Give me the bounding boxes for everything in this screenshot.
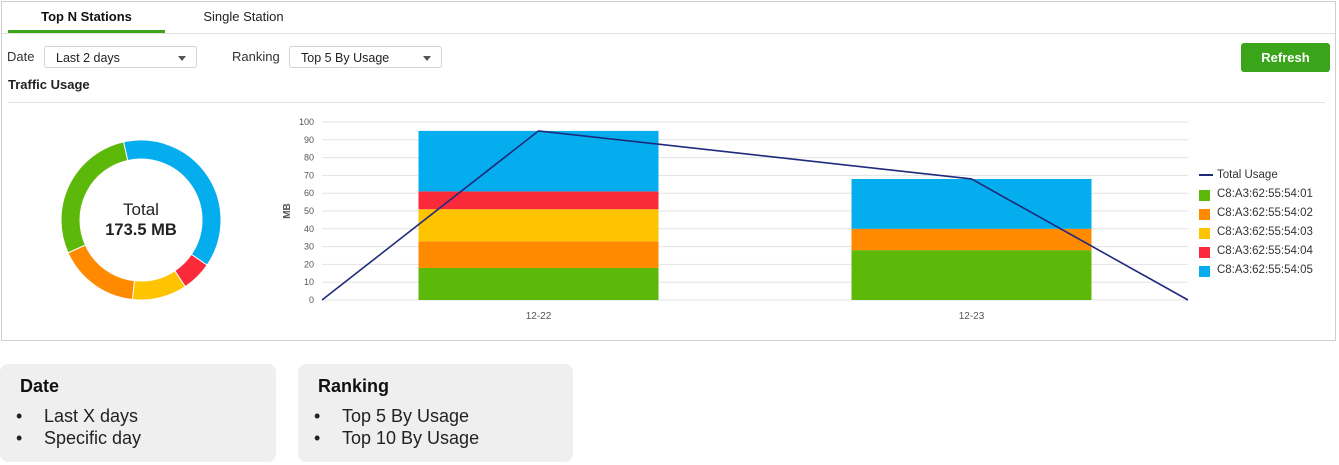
y-tick-label: 80: [304, 153, 314, 163]
bar-segment: [851, 178, 1092, 229]
legend-label: C8:A3:62:55:54:05: [1217, 264, 1313, 276]
y-tick-label: 20: [304, 259, 314, 269]
date-card-item: Specific day: [16, 427, 260, 449]
legend-label: C8:A3:62:55:54:01: [1217, 188, 1313, 200]
legend-marker: [1199, 190, 1210, 201]
bar-segment: [418, 267, 659, 300]
traffic-panel: Top N Stations Single Station Date Last …: [1, 1, 1336, 341]
legend-item[interactable]: C8:A3:62:55:54:04: [1199, 242, 1313, 261]
bar-segment: [851, 250, 1092, 300]
y-axis-label: MB: [282, 203, 293, 219]
y-tick-label: 0: [309, 295, 314, 305]
tab-single-station[interactable]: Single Station: [203, 9, 284, 24]
bar-segment: [418, 241, 659, 268]
legend-item[interactable]: C8:A3:62:55:54:03: [1199, 223, 1313, 242]
date-card-title: Date: [20, 376, 60, 396]
chevron-down-icon: [423, 56, 431, 61]
section-divider: [8, 102, 1325, 103]
y-tick-label: 10: [304, 277, 314, 287]
ranking-card-title: Ranking: [318, 376, 390, 396]
donut-total-label: Total: [123, 200, 159, 219]
legend-label: C8:A3:62:55:54:04: [1217, 245, 1313, 257]
chart-legend: Total Usage C8:A3:62:55:54:01 C8:A3:62:55:…: [1199, 166, 1313, 280]
legend-marker: [1199, 266, 1210, 277]
date-select-value: Last 2 days: [56, 51, 120, 65]
y-tick-label: 30: [304, 242, 314, 252]
legend-label: Total Usage: [1217, 169, 1278, 181]
legend-marker: [1199, 228, 1210, 239]
legend-label: C8:A3:62:55:54:02: [1217, 207, 1313, 219]
bar-segment: [418, 209, 659, 242]
ranking-card-item: Top 10 By Usage: [314, 427, 557, 449]
date-card-item: Last X days: [16, 405, 260, 427]
ranking-select-value: Top 5 By Usage: [301, 51, 390, 65]
x-tick-label: 12-23: [959, 311, 985, 322]
y-tick-label: 40: [304, 224, 314, 234]
bar-segment: [418, 191, 659, 210]
legend-marker: [1199, 174, 1213, 176]
legend-item[interactable]: Total Usage: [1199, 166, 1313, 185]
ranking-info-card: Ranking Top 5 By Usage Top 10 By Usage: [298, 364, 573, 462]
y-tick-label: 60: [304, 188, 314, 198]
legend-marker: [1199, 209, 1210, 220]
x-tick-label: 12-22: [526, 311, 552, 322]
total-usage-line: [321, 130, 1189, 301]
y-tick-label: 50: [304, 206, 314, 216]
chevron-down-icon: [178, 56, 186, 61]
usage-bar-chart: 0 10 20 30 40 50 60 70 80 90 100 MB 12-22 12-23: [282, 117, 1189, 322]
donut-slice: [131, 270, 186, 301]
donut-total-value: 173.5 MB: [105, 221, 177, 239]
date-label: Date: [7, 49, 35, 64]
ranking-card-item: Top 5 By Usage: [314, 405, 557, 427]
bar-segment: [418, 130, 659, 192]
y-tick-label: 70: [304, 170, 314, 180]
bar-segment: [851, 228, 1092, 251]
donut-slice: [67, 244, 135, 301]
refresh-button[interactable]: Refresh: [1241, 43, 1330, 72]
tab-top-n-stations[interactable]: Top N Stations: [8, 2, 165, 33]
ranking-select[interactable]: Top 5 By Usage: [289, 46, 442, 68]
legend-marker: [1199, 247, 1210, 258]
donut-chart: [60, 139, 222, 301]
tab-divider: [2, 33, 1335, 34]
legend-item[interactable]: C8:A3:62:55:54:01: [1199, 185, 1313, 204]
donut-slice: [60, 141, 129, 254]
y-tick-label: 100: [299, 117, 314, 127]
date-select[interactable]: Last 2 days: [44, 46, 197, 68]
ranking-label: Ranking: [232, 49, 280, 64]
y-tick-label: 90: [304, 135, 314, 145]
date-info-card: Date Last X days Specific day: [0, 364, 276, 462]
legend-item[interactable]: C8:A3:62:55:54:02: [1199, 204, 1313, 223]
legend-item[interactable]: C8:A3:62:55:54:05: [1199, 261, 1313, 280]
section-title: Traffic Usage: [8, 77, 90, 92]
legend-label: C8:A3:62:55:54:03: [1217, 226, 1313, 238]
